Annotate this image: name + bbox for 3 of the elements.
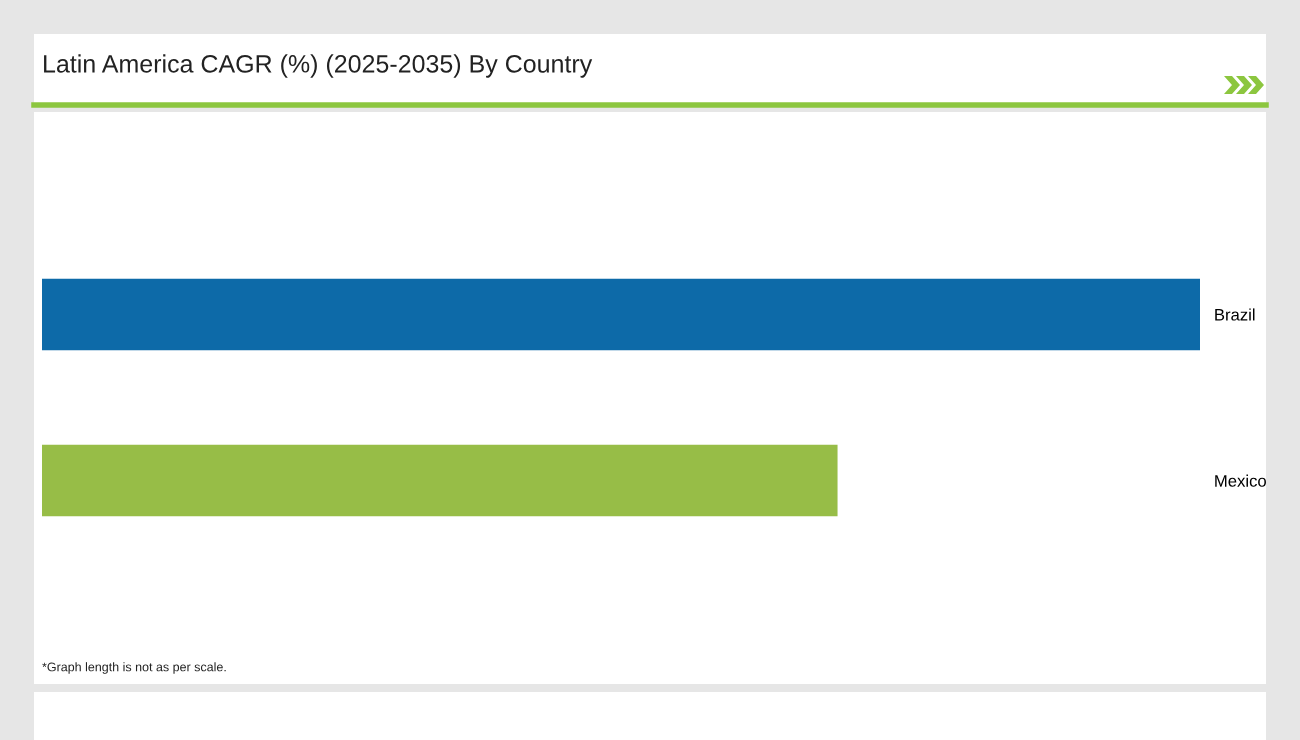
y-tick-label: Brazil bbox=[1215, 308, 1255, 321]
chart-title: Latin America CAGR (%) (2025-2035) By Country bbox=[44, 54, 593, 78]
y-tick-label: Mexico bbox=[1215, 474, 1266, 487]
